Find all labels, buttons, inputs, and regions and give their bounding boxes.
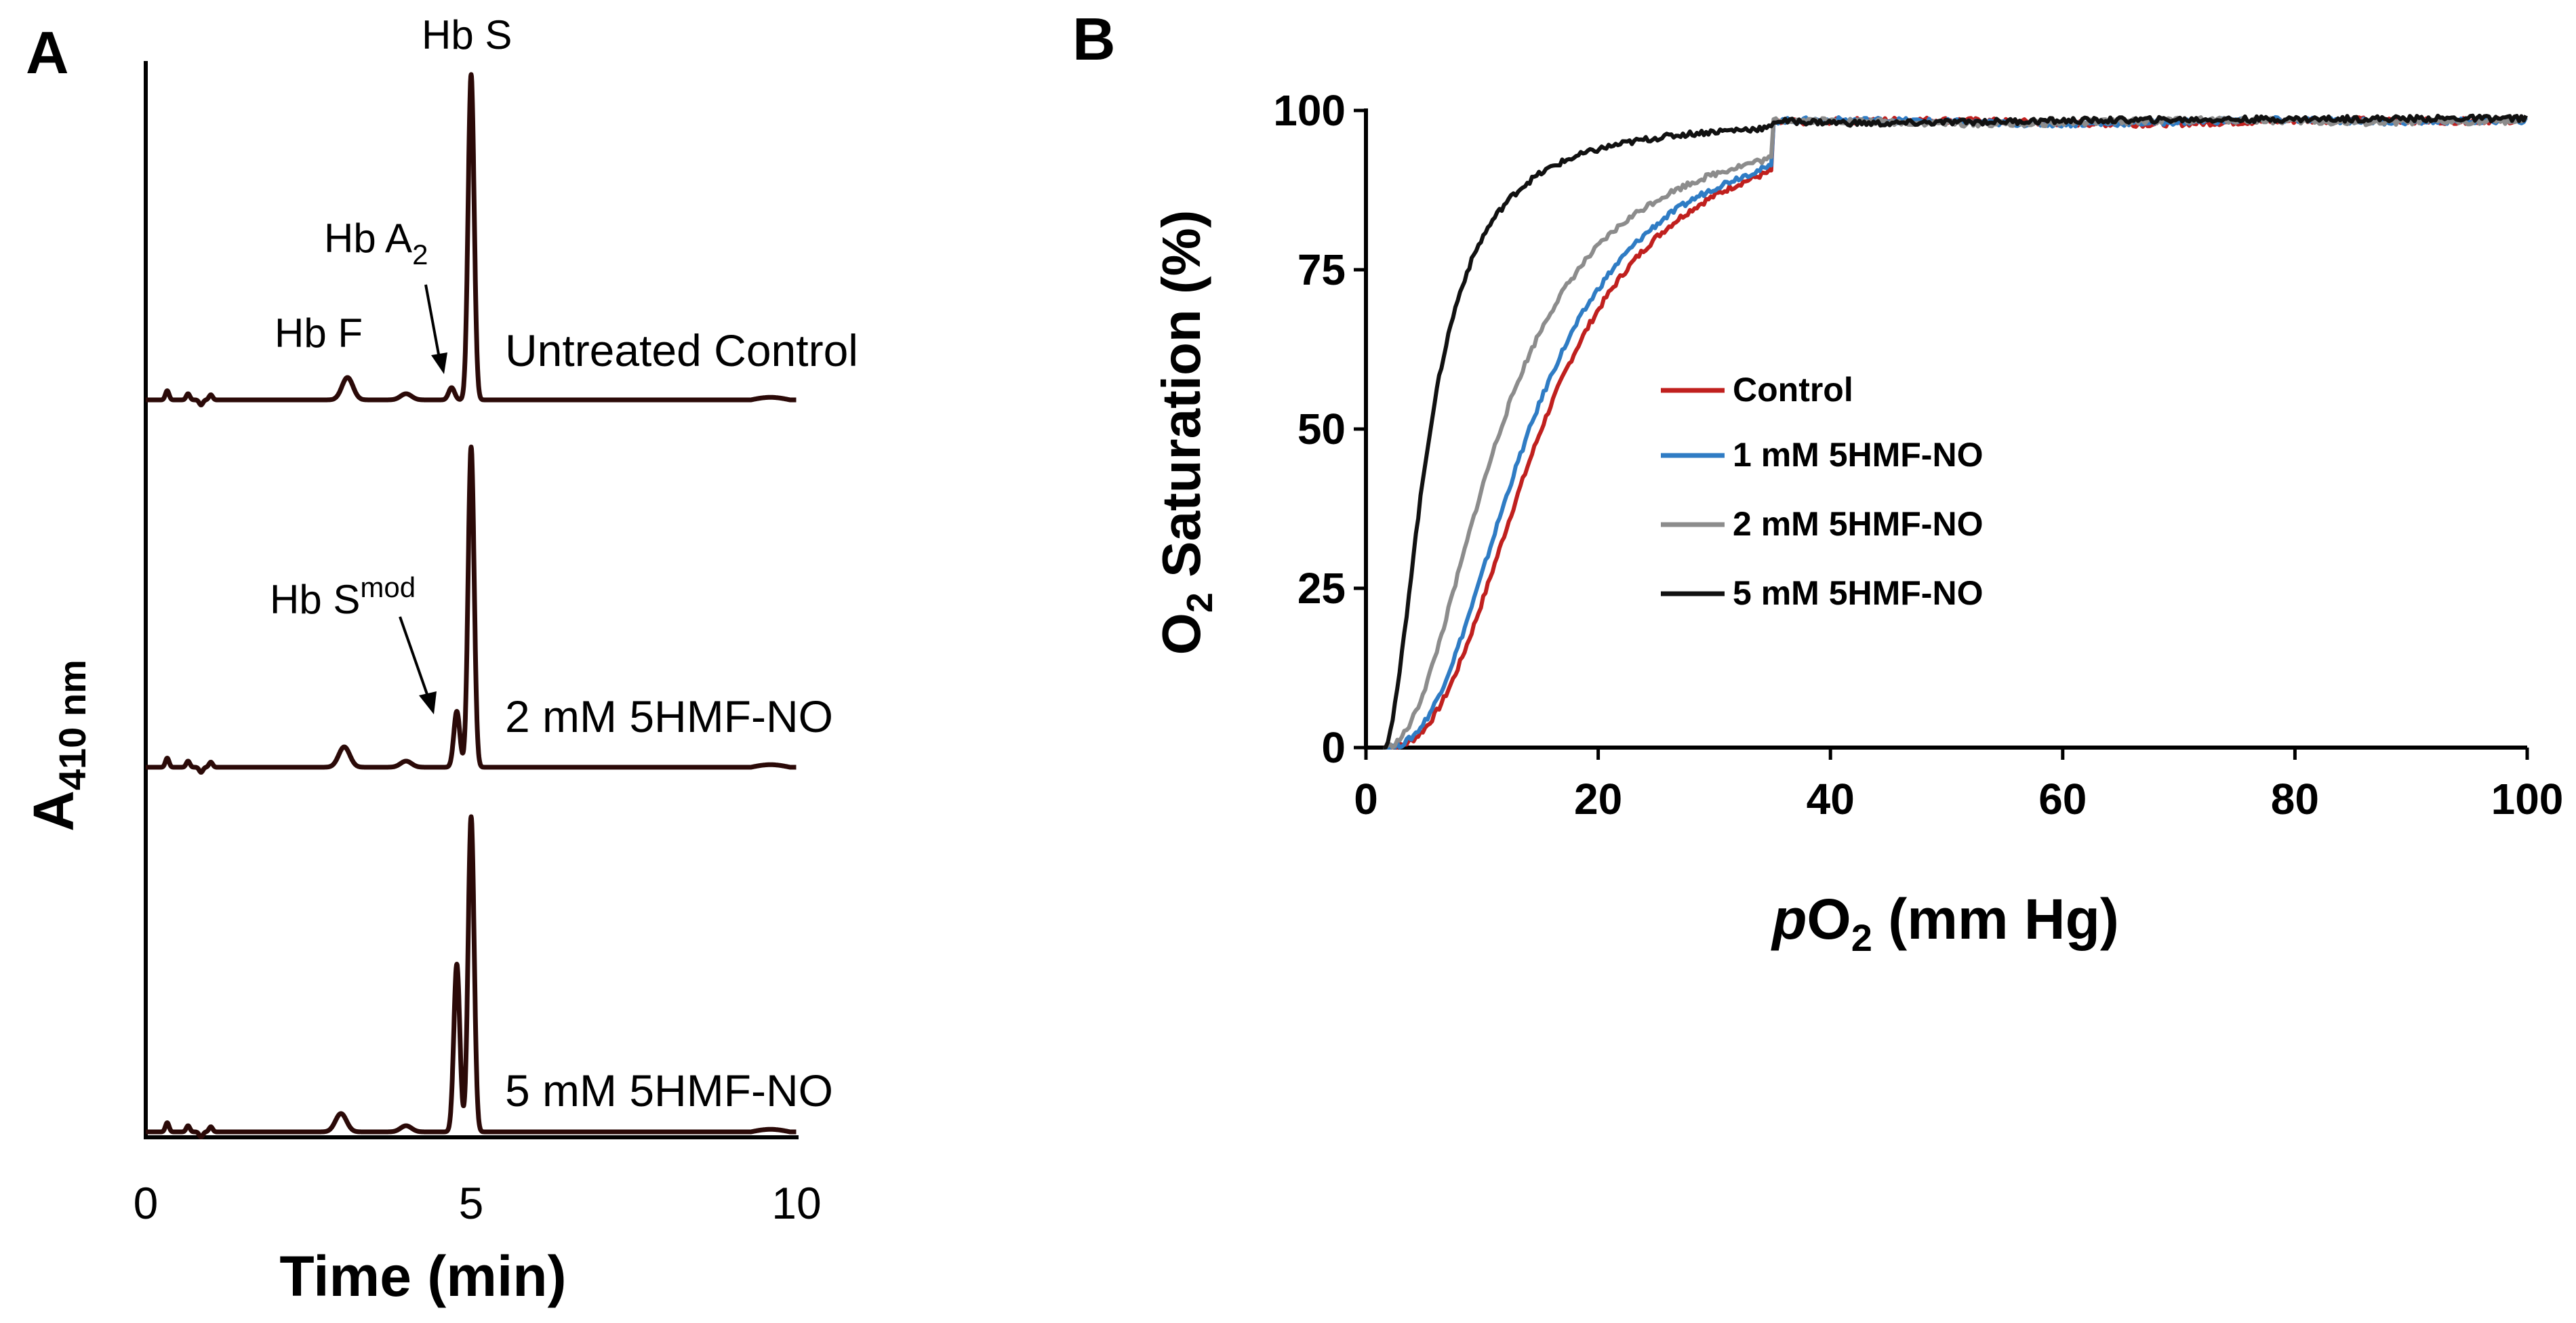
legend-label-2mm: 2 mM 5HMF-NO (1733, 505, 1983, 543)
panel-b-x-tick-60: 60 (2038, 775, 2087, 823)
annotation-hb-smod: Hb Smod (270, 571, 416, 622)
trace-label-5mm: 5 mM 5HMF-NO (505, 1065, 833, 1116)
trace-2 (144, 445, 799, 775)
curve-control (1383, 115, 2527, 750)
curve-2-mm-5hmf-no (1383, 115, 2528, 750)
panel-b-y-tick-75: 75 (1297, 245, 1346, 294)
legend-label-5mm: 5 mM 5HMF-NO (1733, 574, 1983, 612)
legend-label-1mm: 1 mM 5HMF-NO (1733, 436, 1983, 474)
panel-a-traces (144, 72, 799, 1139)
panel-b-ticks: 0 25 50 75 100 0 20 40 60 80 100 (1273, 86, 2563, 823)
curve-1-mm-5hmf-no (1383, 115, 2528, 750)
trace-1 (144, 72, 799, 407)
panel-b-ylabel: O2 Saturation (%) (1151, 210, 1220, 655)
panel-a-x-tick-5: 5 (459, 1178, 484, 1228)
trace-label-control: Untreated Control (505, 325, 858, 375)
panel-b-xlabel: pO2 (mm Hg) (1771, 887, 2119, 959)
panel-b-label: B (1072, 5, 1116, 73)
legend-label-control: Control (1733, 371, 1853, 409)
panel-b-curves (1383, 113, 2529, 750)
panel-b-y-tick-100: 100 (1273, 86, 1346, 135)
arrow-hb-a2 (424, 284, 441, 359)
arrow-hb-smod (399, 616, 430, 699)
panel-a: A A410 nm 0 5 10 Untreated Control 2 mM 5H… (22, 12, 858, 1308)
annotation-hb-s: Hb S (422, 12, 512, 58)
panel-b-x-tick-100: 100 (2491, 775, 2564, 823)
panel-b-x-tick-0: 0 (1354, 775, 1378, 823)
panel-a-x-tick-0: 0 (134, 1178, 159, 1228)
annotation-hb-a2: Hb A2 (324, 216, 428, 270)
arrow-hb-a2-head (431, 352, 447, 374)
panel-b-y-tick-25: 25 (1297, 564, 1346, 613)
annotation-hb-f: Hb F (275, 310, 363, 356)
panel-b-x-tick-40: 40 (1807, 775, 1855, 823)
trace-label-2mm: 2 mM 5HMF-NO (505, 691, 833, 741)
panel-a-x-ticks: 0 5 10 (134, 1178, 822, 1228)
trace-3 (144, 814, 799, 1139)
curve-5-mm-5hmf-no (1383, 113, 2529, 750)
panel-a-xlabel: Time (min) (279, 1244, 566, 1308)
panel-b: B O2 Saturation (%) 0 25 50 75 100 0 20 40 60 80 1… (1072, 5, 2563, 959)
panel-a-x-tick-10: 10 (771, 1178, 821, 1228)
panel-b-x-tick-20: 20 (1574, 775, 1622, 823)
panel-b-y-tick-50: 50 (1297, 405, 1346, 453)
panel-a-label: A (26, 19, 69, 86)
arrow-hb-smod-head (419, 691, 437, 714)
panel-b-x-tick-80: 80 (2271, 775, 2319, 823)
panel-b-legend: Control 1 mM 5HMF-NO 2 mM 5HMF-NO 5 mM 5… (1661, 371, 1983, 612)
panel-a-ylabel: A410 nm (22, 659, 94, 832)
panel-b-y-tick-0: 0 (1321, 723, 1346, 772)
